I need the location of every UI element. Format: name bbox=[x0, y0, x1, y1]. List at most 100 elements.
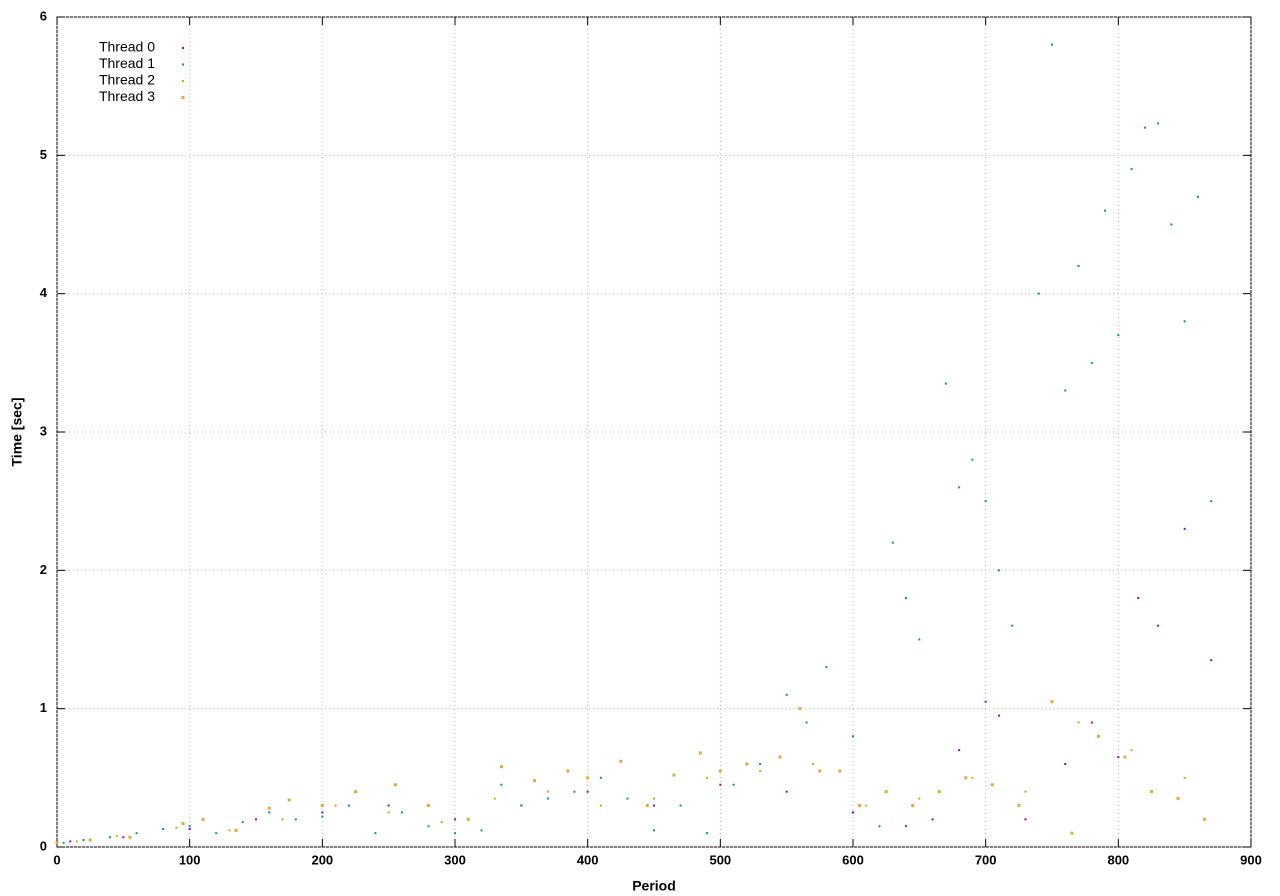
point bbox=[884, 790, 888, 794]
x-tick-label: 800 bbox=[1107, 852, 1129, 867]
point bbox=[546, 790, 549, 793]
point bbox=[971, 458, 974, 461]
point bbox=[427, 825, 430, 828]
point bbox=[499, 765, 503, 769]
point bbox=[997, 714, 1000, 717]
point bbox=[255, 818, 257, 821]
point bbox=[937, 790, 941, 794]
point bbox=[706, 776, 709, 779]
legend-marker bbox=[182, 63, 184, 66]
point bbox=[1090, 361, 1093, 364]
legend-label: Thread 3 bbox=[99, 88, 155, 104]
legend-marker bbox=[181, 96, 185, 99]
point bbox=[287, 798, 291, 802]
point bbox=[918, 638, 921, 641]
x-tick-label: 200 bbox=[311, 852, 333, 867]
point bbox=[426, 804, 430, 807]
point bbox=[858, 804, 862, 807]
point bbox=[294, 818, 297, 821]
point bbox=[805, 721, 808, 724]
x-tick-label: 900 bbox=[1240, 852, 1262, 867]
point bbox=[354, 790, 357, 794]
point bbox=[109, 836, 112, 839]
y-tick-label: 4 bbox=[40, 285, 48, 300]
point bbox=[1024, 818, 1027, 821]
point bbox=[1183, 320, 1186, 323]
point bbox=[1090, 721, 1093, 724]
point bbox=[653, 797, 655, 800]
point bbox=[984, 500, 987, 503]
point bbox=[778, 755, 782, 759]
point bbox=[825, 666, 828, 669]
point bbox=[55, 841, 59, 845]
point bbox=[520, 804, 523, 807]
point bbox=[719, 783, 722, 786]
point bbox=[619, 759, 623, 763]
point bbox=[785, 693, 788, 696]
point bbox=[1104, 209, 1107, 212]
point bbox=[653, 804, 655, 807]
point bbox=[466, 817, 470, 821]
point bbox=[1196, 195, 1199, 198]
point bbox=[1064, 389, 1067, 392]
point bbox=[228, 829, 231, 832]
point bbox=[1183, 776, 1186, 779]
point bbox=[188, 828, 191, 831]
point bbox=[1117, 756, 1120, 759]
point bbox=[1203, 817, 1207, 821]
point bbox=[745, 762, 749, 766]
point bbox=[865, 804, 868, 807]
point bbox=[958, 749, 961, 752]
point bbox=[1176, 797, 1180, 801]
point bbox=[759, 769, 762, 772]
point bbox=[759, 763, 762, 765]
point bbox=[1050, 700, 1054, 704]
point bbox=[387, 804, 390, 807]
point bbox=[852, 735, 854, 738]
point bbox=[400, 811, 403, 814]
point bbox=[267, 806, 271, 810]
point bbox=[944, 382, 947, 385]
point bbox=[374, 832, 377, 835]
point bbox=[911, 804, 915, 807]
point bbox=[997, 569, 1000, 572]
point bbox=[215, 832, 218, 835]
point bbox=[984, 700, 987, 703]
point bbox=[347, 804, 350, 807]
point bbox=[128, 835, 132, 839]
point bbox=[785, 790, 788, 793]
point bbox=[812, 763, 815, 765]
point bbox=[175, 826, 178, 829]
point bbox=[971, 776, 974, 779]
point bbox=[1130, 168, 1133, 171]
point bbox=[798, 707, 802, 711]
point bbox=[1117, 334, 1120, 337]
point bbox=[82, 839, 85, 842]
x-tick-label: 600 bbox=[842, 852, 864, 867]
point bbox=[852, 811, 854, 814]
point bbox=[75, 840, 78, 843]
y-tick-label: 1 bbox=[40, 700, 47, 715]
y-tick-label: 6 bbox=[40, 8, 47, 23]
x-tick-label: 500 bbox=[709, 852, 731, 867]
point bbox=[1070, 831, 1074, 835]
y-tick-label: 0 bbox=[40, 838, 47, 853]
point bbox=[653, 829, 655, 832]
x-tick-label: 100 bbox=[179, 852, 201, 867]
y-tick-label: 3 bbox=[40, 423, 47, 438]
point bbox=[1077, 265, 1080, 267]
point bbox=[1183, 527, 1186, 530]
point bbox=[599, 776, 602, 779]
point bbox=[1051, 43, 1053, 46]
point bbox=[891, 541, 894, 544]
point bbox=[573, 790, 576, 793]
point bbox=[1170, 223, 1173, 226]
point bbox=[905, 825, 908, 828]
point bbox=[1011, 624, 1014, 627]
point bbox=[440, 821, 443, 824]
x-tick-label: 0 bbox=[53, 852, 60, 867]
y-axis-title: Time [sec] bbox=[9, 398, 25, 467]
point bbox=[88, 838, 92, 842]
